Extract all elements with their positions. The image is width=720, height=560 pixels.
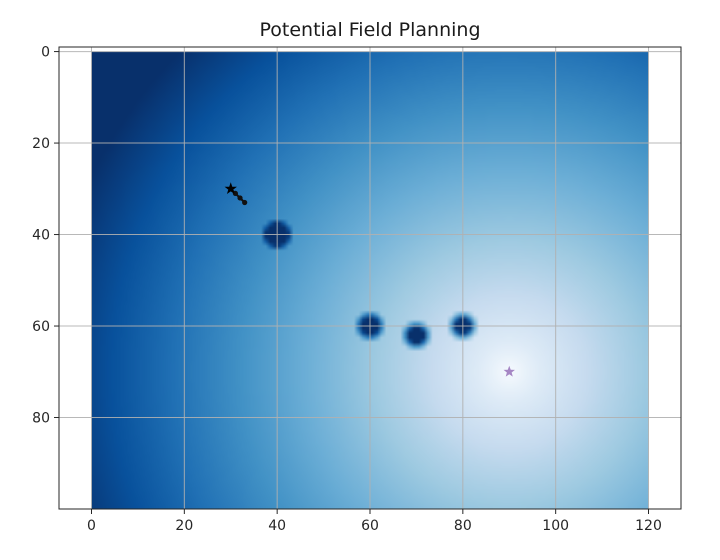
x-tick-label: 80 xyxy=(454,518,472,534)
x-tick-label: 40 xyxy=(268,518,286,534)
goal-marker xyxy=(503,365,515,377)
x-tick-label: 100 xyxy=(542,518,569,534)
x-tick-label: 120 xyxy=(635,518,662,534)
axes: 0 20 40 60 80 100 120 0 20 40 60 80 xyxy=(32,45,682,534)
path-point xyxy=(242,199,248,206)
start-marker xyxy=(224,182,237,195)
y-tick-label: 20 xyxy=(32,136,50,152)
x-tick-label: 20 xyxy=(175,518,193,534)
y-tick-label: 40 xyxy=(32,228,50,244)
path-point xyxy=(237,195,243,201)
y-tick-label: 0 xyxy=(41,45,50,61)
x-tick-label: 0 xyxy=(87,518,96,534)
path-point xyxy=(232,190,238,196)
y-tick-label: 80 xyxy=(32,411,50,427)
x-tick-label: 60 xyxy=(361,518,379,534)
y-tick-label: 60 xyxy=(32,319,50,335)
chart-title: Potential Field Planning xyxy=(259,19,480,41)
